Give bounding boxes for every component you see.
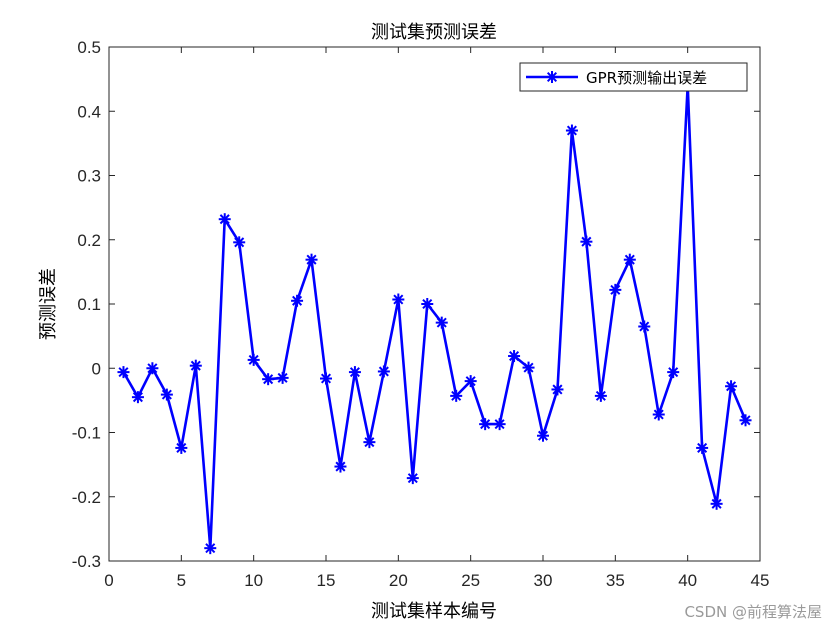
data-point (291, 294, 304, 307)
data-point (117, 366, 130, 379)
watermark-text: CSDN @前程算法屋 (684, 603, 822, 621)
data-point (392, 293, 405, 306)
data-point (551, 383, 564, 396)
plot-area (108, 46, 761, 562)
x-tick-label: 30 (534, 571, 553, 590)
data-point (667, 366, 680, 379)
data-point (522, 361, 535, 374)
data-point (334, 460, 347, 473)
x-axis: 0 5 10 15 20 25 30 35 40 45 (104, 47, 769, 590)
data-point (479, 418, 492, 431)
data-point (710, 497, 723, 510)
y-tick-label: -0.3 (72, 552, 101, 571)
data-point (160, 388, 173, 401)
data-point (739, 414, 752, 427)
x-tick-label: 10 (244, 571, 263, 590)
data-point (131, 391, 144, 404)
data-point (233, 236, 246, 249)
data-point (508, 350, 521, 363)
series-line-gpr (122, 84, 747, 550)
series-points-gpr (117, 79, 752, 555)
data-point (262, 373, 275, 386)
x-tick-label: 5 (177, 571, 186, 590)
data-point (450, 389, 463, 402)
data-point (537, 429, 549, 442)
x-tick-label: 25 (461, 571, 480, 590)
data-point (594, 389, 607, 402)
y-tick-label: 0.4 (77, 102, 101, 121)
y-axis-label: 预测误差 (38, 268, 59, 340)
data-point (609, 283, 622, 296)
data-point (189, 359, 202, 372)
data-point (175, 441, 188, 454)
data-point (638, 320, 651, 333)
x-tick-label: 45 (751, 571, 770, 590)
data-point (218, 213, 231, 226)
y-tick-label: 0.2 (77, 231, 101, 250)
x-tick-label: 15 (317, 571, 336, 590)
data-point (305, 253, 318, 266)
legend: GPR预测输出误差 (519, 62, 748, 92)
data-point (363, 436, 376, 449)
data-point (204, 542, 217, 555)
y-tick-label: 0.3 (77, 167, 101, 186)
data-point (580, 235, 593, 248)
data-point (320, 372, 332, 385)
data-point (435, 316, 448, 329)
x-axis-label: 测试集样本编号 (371, 601, 497, 622)
x-tick-label: 40 (678, 571, 697, 590)
data-point (276, 371, 289, 384)
y-tick-label: 0.1 (77, 295, 101, 314)
y-tick-label: 0.5 (77, 38, 101, 57)
data-point (146, 362, 159, 375)
y-tick-label: 0 (92, 359, 101, 378)
x-tick-label: 20 (389, 571, 408, 590)
data-point (623, 253, 636, 266)
y-tick-label: -0.2 (72, 488, 101, 507)
x-tick-label: 0 (104, 571, 113, 590)
data-point (348, 366, 361, 379)
data-point (652, 408, 665, 421)
data-point (565, 124, 578, 137)
data-point (464, 375, 477, 388)
data-point (696, 441, 709, 454)
data-point (377, 365, 390, 378)
data-point (421, 298, 434, 310)
chart-title: 测试集预测误差 (371, 22, 497, 43)
x-tick-label: 35 (606, 571, 625, 590)
legend-label: GPR预测输出误差 (586, 69, 707, 87)
y-axis: -0.3 -0.2 -0.1 0 0.1 0.2 0.3 0.4 0.5 (72, 38, 760, 571)
y-tick-label: -0.1 (72, 424, 101, 443)
data-point (406, 472, 419, 485)
legend-marker-sample (546, 71, 558, 83)
data-point (247, 353, 260, 366)
data-point (493, 418, 506, 431)
data-point (725, 380, 738, 393)
